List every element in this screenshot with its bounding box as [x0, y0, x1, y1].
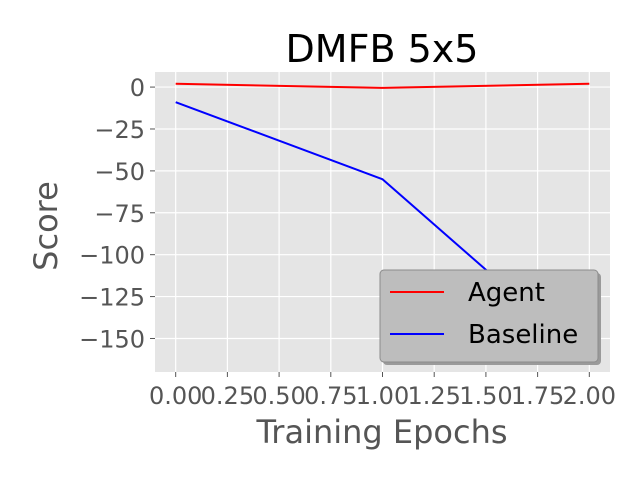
y-tick-label: 0: [130, 74, 145, 102]
tick-labels: 0.000.250.500.751.001.251.501.752.00 0 −25…: [79, 74, 616, 410]
y-tick-label: −50: [94, 158, 145, 186]
x-tick-label: 1.75: [511, 382, 564, 410]
x-tick-label: 0.25: [201, 382, 254, 410]
x-tick-label: 0.00: [149, 382, 202, 410]
x-tick-label: 0.75: [304, 382, 357, 410]
y-tick-label: −100: [79, 242, 145, 270]
chart-title: DMFB 5x5: [286, 27, 479, 71]
y-tick-label: −75: [94, 200, 145, 228]
y-tick-label: −150: [79, 325, 145, 353]
x-tick-label: 2.00: [563, 382, 616, 410]
series-line-agent: [175, 82, 590, 89]
y-tick-label: −25: [94, 116, 145, 144]
y-axis-label: Score: [27, 181, 65, 271]
x-tick-label: 1.25: [407, 382, 460, 410]
y-tick-label: −125: [79, 284, 145, 312]
legend-label: Baseline: [468, 320, 578, 350]
x-tick-label: 0.50: [252, 382, 305, 410]
x-tick-label: 1.00: [356, 382, 409, 410]
legend-label: Agent: [468, 278, 545, 308]
x-axis-label: Training Epochs: [255, 413, 507, 451]
legend: Agent Baseline: [379, 269, 601, 365]
x-tick-label: 1.50: [459, 382, 512, 410]
